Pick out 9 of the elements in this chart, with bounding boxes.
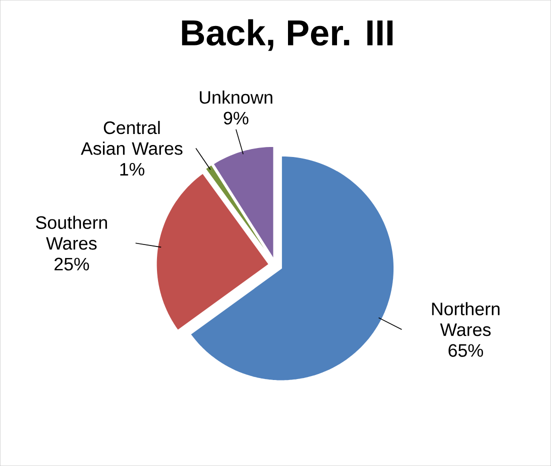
chart-title: Back, Per. III [182, 19, 393, 51]
slice-label: Unknown [200, 90, 272, 104]
data-label: 25% [54, 258, 89, 270]
data-label: 1% [120, 162, 144, 176]
slice-label: Northern Wares [432, 302, 500, 336]
slice-label: Central Asian Wares [80, 120, 182, 155]
data-label: 65% [448, 344, 484, 357]
data-label: 9% [224, 112, 248, 124]
slice-label: Southern Wares [36, 216, 107, 250]
